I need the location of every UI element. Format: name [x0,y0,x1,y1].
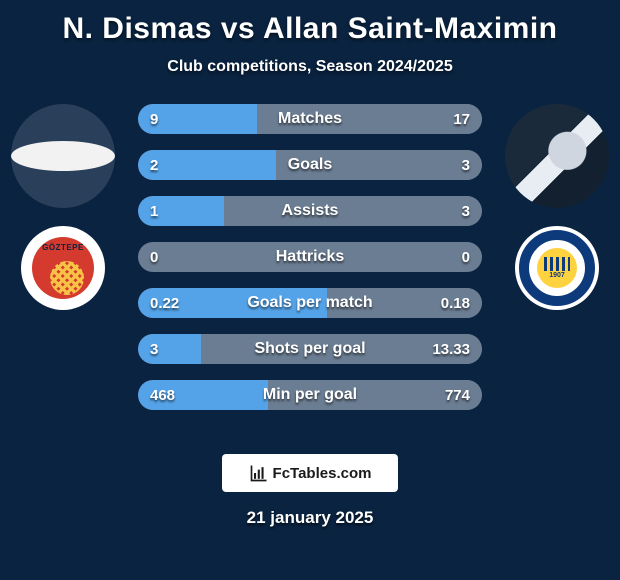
stat-value-right: 3 [462,196,470,226]
stat-value-right: 13.33 [432,334,470,364]
stat-value-left: 3 [150,334,158,364]
stat-row: Goals per match0.22 0.18 [138,288,482,318]
stat-value-left: 9 [150,104,158,134]
chart-icon [249,463,269,483]
club-right-crest-icon: 1907 [537,248,577,288]
player-left-avatar [11,104,115,208]
stat-row: Assists1 3 [138,196,482,226]
stat-value-right: 774 [445,380,470,410]
stat-value-right: 0 [462,242,470,272]
club-right-badge: 1907 [515,226,599,310]
club-right-year: 1907 [549,272,565,279]
stat-value-right: 17 [453,104,470,134]
stat-row: Matches9 17 [138,104,482,134]
player-right-avatar [505,104,609,208]
stat-value-left: 468 [150,380,175,410]
brand-badge: FcTables.com [222,454,398,492]
stat-row: Min per goal468 774 [138,380,482,410]
club-left-label: GÖZTEPE [32,243,94,252]
page-title: N. Dismas vs Allan Saint-Maximin [0,0,620,46]
avatar-photo-icon [505,104,609,208]
club-left-badge: GÖZTEPE [21,226,105,310]
left-player-column: GÖZTEPE [8,104,118,310]
stat-row: Shots per goal3 13.33 [138,334,482,364]
stat-value-right: 0.18 [441,288,470,318]
brand-text: FcTables.com [273,465,372,482]
stat-label: Matches [138,104,482,134]
stat-label: Assists [138,196,482,226]
stat-value-left: 2 [150,150,158,180]
stat-row: Goals2 3 [138,150,482,180]
comparison-panel: GÖZTEPE 1907 Matches917Goals23Assists13H… [0,104,620,444]
stat-label: Shots per goal [138,334,482,364]
stat-bars: Matches917Goals23Assists13Hattricks00Goa… [138,104,482,426]
stat-label: Hattricks [138,242,482,272]
stat-value-left: 0.22 [150,288,179,318]
date-text: 21 january 2025 [0,508,620,528]
stat-row: Hattricks0 0 [138,242,482,272]
avatar-placeholder-icon [11,141,115,171]
club-left-crest-icon: GÖZTEPE [32,237,94,299]
stat-value-left: 0 [150,242,158,272]
stat-value-right: 3 [462,150,470,180]
stat-label: Min per goal [138,380,482,410]
right-player-column: 1907 [502,104,612,310]
subtitle: Club competitions, Season 2024/2025 [0,58,620,76]
stat-label: Goals per match [138,288,482,318]
stat-label: Goals [138,150,482,180]
stat-value-left: 1 [150,196,158,226]
